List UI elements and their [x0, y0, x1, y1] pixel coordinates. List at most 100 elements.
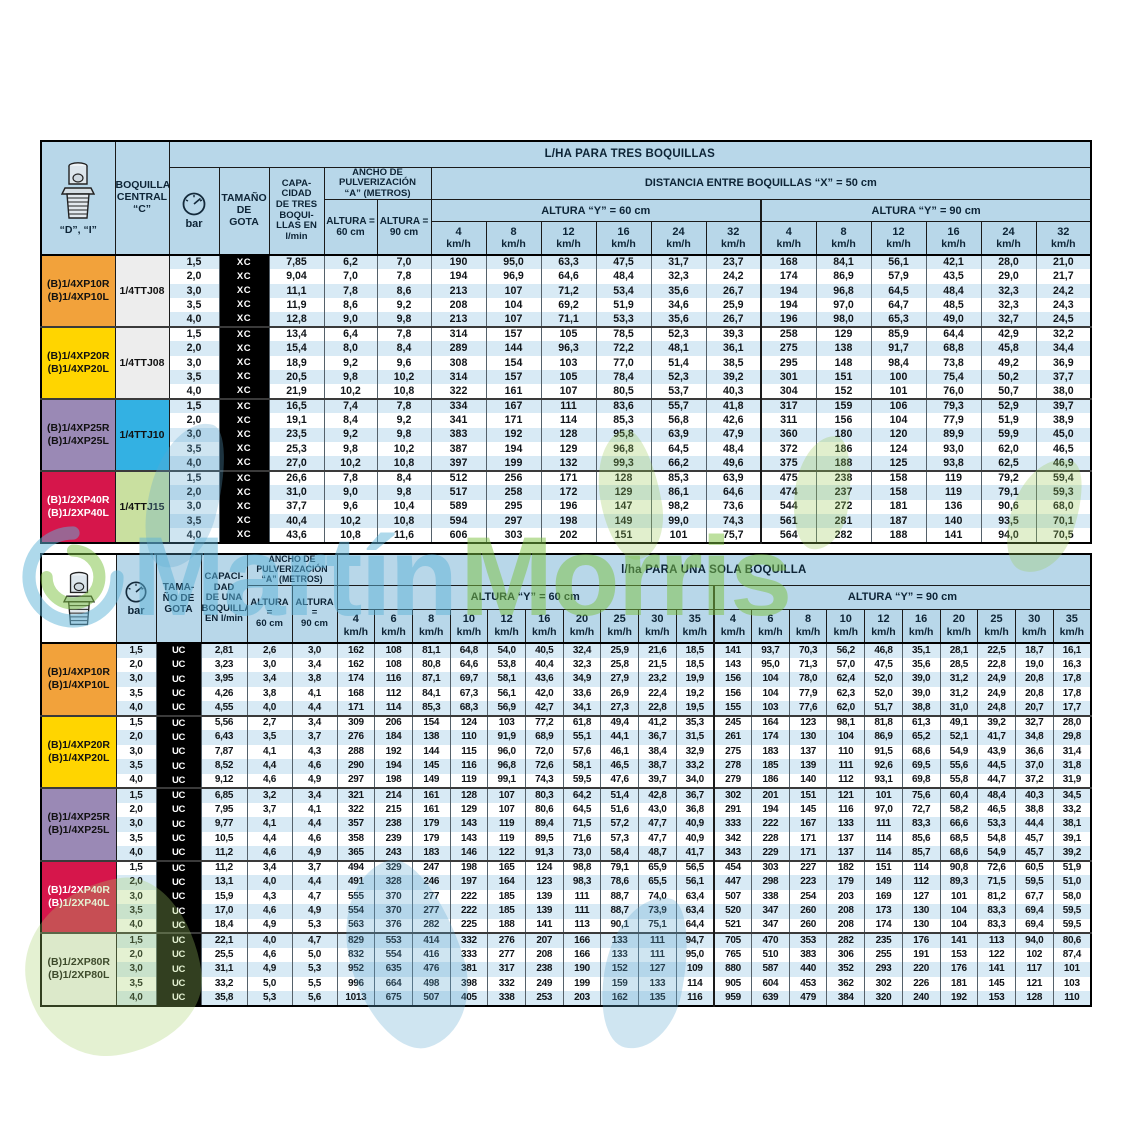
- lha-value: 24,3: [1035, 298, 1092, 313]
- table-row: 3,0 UC 7,87 4,1 4,3 288 192 144 115 96,0 72,0 57,6 4…: [41, 744, 1092, 760]
- lha-value: 49,0: [925, 312, 981, 327]
- lha-value: 64,5: [870, 283, 926, 299]
- lha-value: 405: [449, 991, 488, 1006]
- gota-value: UC: [155, 831, 201, 847]
- lha-value: 187: [870, 513, 926, 529]
- lha-value: 156: [712, 672, 752, 687]
- lha-value: 91,3: [524, 846, 564, 861]
- lha-value: 61,8: [562, 714, 601, 731]
- lha-value: 295: [760, 355, 816, 370]
- capacity-value: 13,1: [200, 875, 247, 890]
- capacity-value: 17,0: [200, 904, 247, 919]
- gauge-icon: [125, 581, 147, 603]
- table-row: (B)1/2XP40R (B)1/2XP40L 1,5 UC 11,2 3,4 3,7 494…: [40, 859, 1092, 934]
- ancho90-value: 8,4: [376, 341, 431, 356]
- lha-value: 17,7: [1052, 701, 1092, 716]
- speed-header: 12 km/h: [864, 608, 903, 644]
- lha-value: 45,7: [1014, 831, 1054, 847]
- speed-header: 32 km/h: [705, 221, 762, 256]
- table-row: 3,5 UC 17,0 4,6 4,9 554 370 277 222 185 139 111 88,7…: [41, 904, 1092, 919]
- lha-value: 905: [712, 976, 752, 992]
- lha-value: 54,0: [487, 643, 526, 658]
- lha-value: 153: [939, 947, 978, 963]
- lha-value: 220: [901, 962, 941, 977]
- lha-value: 21,6: [638, 643, 677, 658]
- lha-value: 31,9: [1052, 773, 1092, 789]
- lha-value: 328: [374, 875, 413, 890]
- lha-value: 64,7: [870, 298, 926, 313]
- lha-value: 254: [788, 889, 827, 905]
- capacity-value: 11,9: [268, 298, 324, 313]
- lha-value: 145: [788, 802, 827, 818]
- gota-value: XC: [218, 513, 269, 529]
- lha-value: 145: [977, 976, 1016, 992]
- tres-boquillas-table: “D”, “I” BOQUILLA CENTRAL “C” L/HA PARA …: [40, 140, 1093, 544]
- lha-value: 281: [815, 513, 871, 529]
- ancho90-value: 5,6: [291, 991, 338, 1006]
- speed-header: 30 km/h: [1014, 608, 1054, 644]
- lha-value: 222: [751, 817, 790, 832]
- lha-value: 58,1: [487, 672, 526, 687]
- lha-value: 604: [751, 976, 790, 992]
- lha-value: 309: [336, 714, 375, 731]
- ancho90-value: 10,8: [376, 384, 431, 399]
- capacity-value: 4,55: [200, 701, 247, 716]
- lha-value: 110: [826, 744, 865, 760]
- lha-value: 73,6: [705, 499, 761, 514]
- lha-value: 56,5: [675, 859, 714, 876]
- lha-value: 84,1: [411, 686, 451, 702]
- lha-value: 86,1: [650, 485, 706, 500]
- lha-value: 475: [760, 469, 816, 486]
- lha-value: 149: [411, 773, 451, 789]
- lha-value: 74,0: [638, 889, 677, 905]
- lha-value: 63,4: [675, 889, 714, 905]
- speed-header: 4 km/h: [712, 608, 753, 644]
- lha-value: 51,4: [650, 355, 706, 370]
- lha-value: 133: [826, 817, 865, 832]
- lha-value: 71,1: [540, 312, 596, 327]
- table-row: 3,0 XC 18,9 9,2 9,6 308 154 103 77,0 51,4 38,5 295 1…: [41, 355, 1092, 370]
- lha-value: 80,8: [411, 657, 451, 673]
- ancho60-value: 3,5: [246, 730, 292, 745]
- lha-value: 28,5: [939, 657, 978, 673]
- lha-value: 107: [487, 787, 526, 803]
- lha-value: 182: [826, 859, 865, 876]
- lha-value: 60,5: [1014, 859, 1054, 876]
- lha-value: 77,6: [788, 701, 827, 716]
- lha-value: 63,4: [675, 904, 714, 919]
- lha-value: 157: [485, 325, 541, 342]
- lha-value: 24,2: [705, 269, 761, 284]
- lha-value: 188: [815, 456, 871, 471]
- lha-value: 341: [430, 413, 486, 428]
- lha-value: 151: [788, 787, 827, 803]
- lha-value: 133: [600, 932, 639, 948]
- lha-value: 139: [788, 759, 827, 774]
- lha-value: 38,1: [1052, 817, 1092, 832]
- lha-value: 26,7: [705, 283, 761, 299]
- table-row: (B)1/4XP10R (B)1/4XP10L 1,5 UC 2,81 2,6 3,0 162…: [40, 642, 1092, 717]
- lha-value: 46,9: [1035, 456, 1092, 471]
- lha-value: 21,0: [1035, 254, 1092, 270]
- lha-value: 107: [485, 283, 541, 299]
- ancho90-value: 3,4: [291, 787, 338, 803]
- ancho90-value: 4,1: [291, 802, 338, 818]
- lha-value: 194: [760, 298, 816, 313]
- lha-value: 48,7: [638, 846, 677, 861]
- lha-value: 119: [925, 469, 981, 486]
- speed-header-row: 4 km/h 6 km/h 8 km/h 10 km/h 12 km/h 16 km/h 20 km/h 2…: [41, 608, 1092, 644]
- lha-value: 94,7: [675, 932, 714, 948]
- speed-header: 10 km/h: [826, 608, 866, 644]
- lha-value: 94,0: [1014, 932, 1054, 948]
- lha-value: 95,0: [675, 947, 714, 963]
- distance-header: DISTANCIA ENTRE BOQUILLAS “X” = 50 cm: [430, 166, 1092, 201]
- lha-value: 520: [712, 904, 752, 919]
- lha-value: 85,3: [595, 413, 651, 428]
- lha-value: 75,6: [901, 787, 941, 803]
- altura90-header: ALTURA = 90 cm: [376, 199, 432, 256]
- lha-value: 48,4: [595, 269, 651, 284]
- lha-value: 28,0: [980, 254, 1036, 270]
- lha-value: 29,8: [1052, 730, 1092, 745]
- bar-value: 4,0: [168, 384, 219, 399]
- lha-value: 32,3: [980, 298, 1036, 313]
- lha-value: 59,4: [1035, 469, 1092, 486]
